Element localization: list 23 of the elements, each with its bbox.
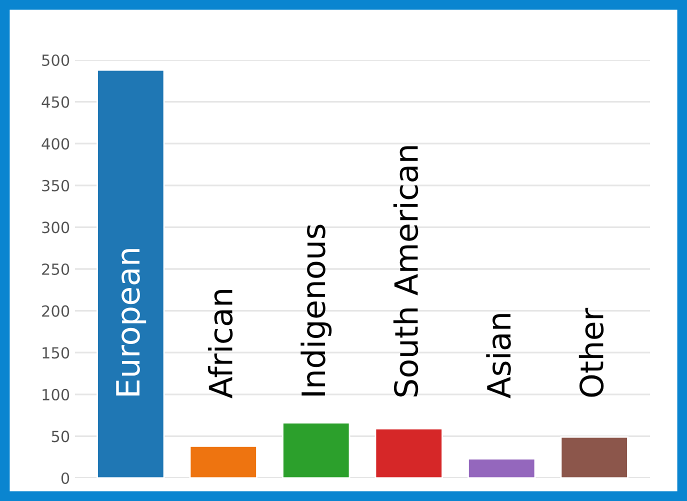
y-tick-label: 400 (42, 138, 70, 150)
x-tick-label: African (208, 290, 233, 398)
y-tick-label: 350 (42, 180, 70, 192)
bar (468, 458, 536, 478)
y-tick-label: 100 (42, 388, 70, 400)
y-tick-label: 300 (42, 222, 70, 234)
x-tick-label: Indigenous (300, 224, 332, 396)
x-tick-label: South American (393, 146, 418, 396)
y-tick-label: 0 (61, 472, 70, 484)
x-tick-label: Asian (486, 314, 511, 398)
y-tick-label: 200 (42, 305, 70, 317)
y-tick-label: 450 (42, 96, 70, 108)
bar (560, 436, 628, 478)
bar (189, 446, 258, 478)
bar (374, 428, 443, 478)
y-tick-label: 150 (42, 347, 70, 359)
bar (96, 69, 165, 478)
y-tick-label: 250 (42, 263, 70, 276)
x-tick-label: Other (578, 308, 604, 397)
bar (282, 422, 350, 478)
y-tick-label: 50 (52, 430, 70, 442)
x-tick-label: European (116, 249, 146, 396)
y-tick-label: 500 (42, 54, 70, 66)
